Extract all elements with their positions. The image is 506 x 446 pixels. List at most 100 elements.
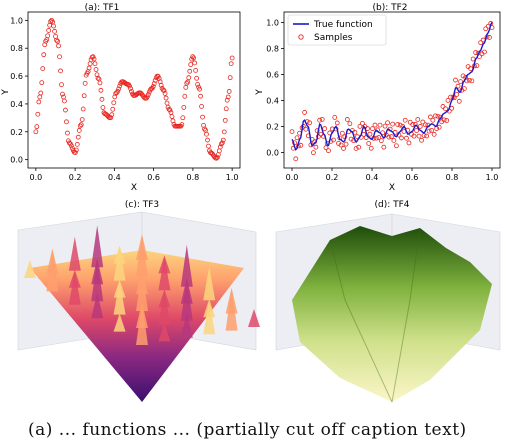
tf1-sample-point — [192, 60, 198, 66]
tf3-peak — [203, 266, 216, 301]
tf1-sample-point — [161, 88, 167, 93]
tf1-sample-point — [191, 55, 197, 61]
panel-b-axes-frame — [283, 11, 501, 169]
tf1-sample-point — [82, 80, 88, 86]
tf2-sample-point — [391, 138, 397, 143]
tf2-sample-point — [310, 150, 316, 156]
tf2-sample-point — [482, 49, 487, 55]
tf1-sample-point — [56, 43, 61, 49]
tf2-sample-point — [293, 156, 299, 162]
panel-d-ridge-left — [329, 239, 393, 403]
panel-b-xtick-label: 0.2 — [326, 173, 339, 182]
tf1-sample-point — [74, 141, 80, 147]
tf1-sample-point — [158, 82, 164, 88]
tf2-sample-point — [353, 146, 359, 151]
tf1-sample-point — [77, 123, 83, 129]
tf1-sample-point — [206, 143, 211, 149]
panel-b-y-ticks: 0.0 0.2 0.4 0.6 0.8 1.0 — [266, 18, 284, 157]
tf3-peak — [46, 249, 59, 292]
tf1-sample-point — [40, 66, 46, 71]
tf2-sample-point — [388, 134, 394, 140]
tf1-sample-point — [35, 111, 41, 117]
tf2-sample-point — [344, 117, 350, 122]
panel-b-ytick-label: 0.6 — [266, 70, 279, 79]
tf3-peak — [248, 309, 260, 327]
tf1-sample-point — [79, 117, 85, 123]
panel-d-tf4: (d): TF4 — [275, 200, 501, 403]
tf2-sample-point — [441, 117, 447, 123]
tf1-sample-point — [198, 93, 203, 99]
tf1-sample-point — [65, 130, 70, 136]
tf2-sample-point — [381, 144, 387, 150]
tf1-sample-point — [193, 68, 199, 73]
tf1-sample-point — [199, 104, 204, 109]
tf3-peak — [68, 236, 81, 271]
tf1-sample-point — [181, 105, 187, 110]
tf3-peak — [91, 259, 104, 302]
tf1-sample-point — [194, 75, 200, 81]
tf2-sample-point — [445, 98, 451, 103]
tf1-sample-point — [96, 76, 102, 82]
tf1-sample-point — [62, 98, 67, 104]
tf2-sample-point — [411, 133, 417, 139]
tf2-sample-point — [422, 122, 428, 128]
panel-b-xlabel: X — [389, 183, 395, 193]
tf1-sample-point — [60, 91, 65, 97]
tf1-sample-point — [99, 96, 105, 102]
tf2-sample-point — [303, 126, 309, 132]
tf1-sample-point — [160, 87, 166, 93]
tf1-sample-point — [97, 80, 103, 86]
tf2-sample-point — [478, 40, 484, 46]
tf1-sample-point — [185, 79, 191, 85]
tf2-sample-point — [323, 145, 329, 151]
tf2-sample-point — [417, 124, 423, 129]
tf1-sample-point — [164, 100, 170, 106]
tf1-sample-point — [168, 110, 174, 115]
tf2-sample-point — [429, 127, 435, 133]
tf1-sample-point — [76, 128, 82, 133]
tf2-sample-point — [469, 78, 475, 84]
tf1-sample-point — [221, 129, 227, 135]
tf2-sample-point — [414, 128, 419, 133]
tf1-sample-point — [228, 61, 234, 67]
tf2-sample-point — [298, 142, 304, 148]
panel-a-y-ticks: 0.0 0.2 0.4 0.6 0.8 1.0 — [10, 16, 28, 165]
tf2-sample-point — [366, 141, 372, 146]
tf1-sample-point — [87, 61, 93, 67]
tf1-sample-point — [81, 93, 87, 99]
tf3-peak — [91, 292, 104, 319]
tf2-sample-point — [390, 121, 396, 127]
tf2-sample-point — [289, 129, 295, 135]
tf1-sample-point — [219, 140, 225, 146]
panel-b-xtick-label: 0.0 — [286, 173, 299, 182]
tf2-sample-point — [339, 130, 345, 136]
legend-label-samples: Samples — [314, 33, 353, 43]
tf1-sample-point — [91, 56, 97, 62]
tf1-sample-point — [143, 95, 149, 101]
tf1-sample-point — [72, 150, 78, 156]
tf1-sample-point — [214, 154, 220, 160]
tf1-sample-point — [54, 37, 59, 43]
tf2-sample-point — [453, 77, 458, 83]
tf3-peak — [158, 256, 171, 291]
panel-a-ytick-label: 0.6 — [10, 72, 23, 81]
tf1-sample-point — [116, 86, 122, 92]
panel-b-xtick-label: 0.6 — [406, 173, 419, 182]
tf2-sample-point — [294, 135, 300, 141]
tf1-sample-point — [90, 54, 96, 60]
tf3-peak — [136, 303, 148, 345]
tf2-sample-point — [456, 98, 462, 104]
panel-b-xtick-label: 0.8 — [446, 173, 459, 182]
tf2-sample-point — [363, 135, 369, 141]
tf2-sample-point — [378, 138, 384, 144]
tf3-peak — [24, 260, 36, 278]
tf1-sample-point — [195, 82, 201, 87]
tf2-sample-point — [426, 128, 432, 134]
tf1-sample-point — [197, 86, 202, 92]
tf1-sample-point — [151, 81, 157, 87]
tf2-sample-point — [372, 122, 378, 128]
tf2-sample-point — [341, 146, 346, 151]
tf1-sample-point — [129, 89, 134, 94]
tf1-sample-point — [150, 84, 156, 89]
tf2-sample-point — [394, 143, 399, 149]
